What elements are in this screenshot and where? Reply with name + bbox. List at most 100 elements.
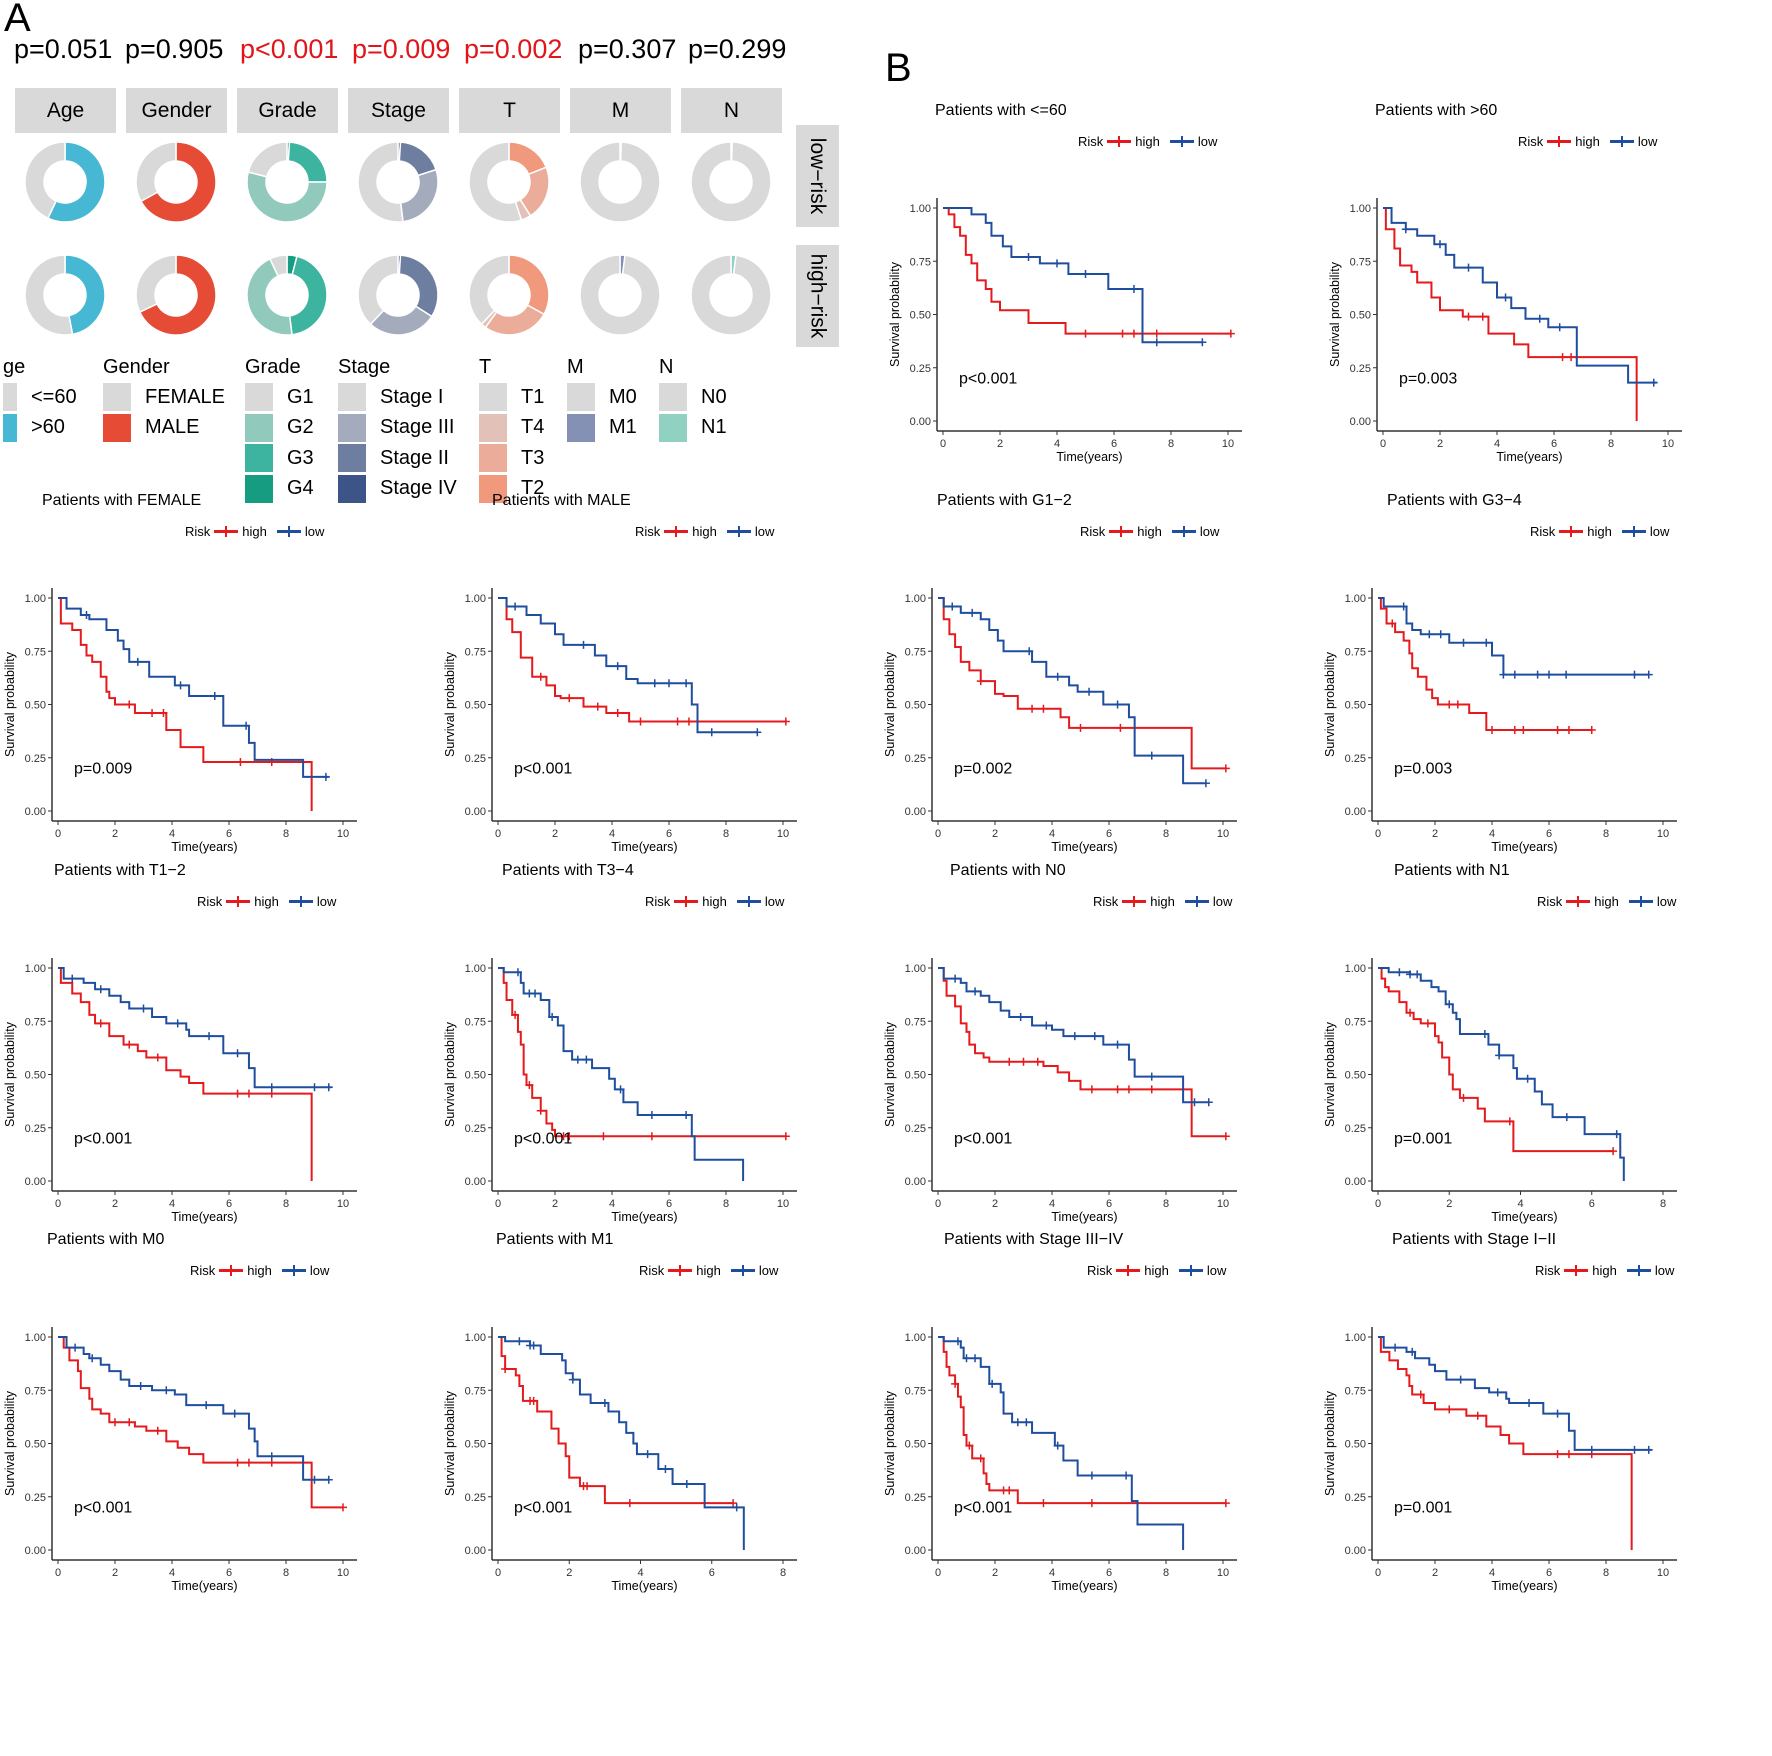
censor-mark-high <box>1118 329 1127 338</box>
censor-mark-low <box>1464 263 1473 272</box>
censor-mark-low <box>1053 259 1061 268</box>
km-curve-high <box>1378 967 1614 1153</box>
y-axis-label: Survival probability <box>1323 651 1337 757</box>
legend-label: G4 <box>287 477 314 500</box>
censor-mark-high <box>236 758 245 767</box>
km-plot-svg: 0.00 0.25 0.50 0.75 1.00 0 2 4 6 8 10 Time(years) Su… <box>3 958 357 1224</box>
censor-mark-low <box>210 691 219 700</box>
censor-mark-high <box>1459 1093 1468 1102</box>
censor-mark-low <box>68 974 77 983</box>
y-tick-label: 0.75 <box>465 646 486 658</box>
censor-mark-low <box>1562 1113 1571 1122</box>
censor-mark-low <box>1198 338 1207 347</box>
km-pvalue: p<0.001 <box>954 1130 1012 1147</box>
y-tick-label: 0.75 <box>905 1385 926 1397</box>
censor-mark-high <box>613 709 622 718</box>
legend-item: FEMALE <box>103 382 225 413</box>
y-axis-label: Survival probability <box>3 1021 17 1127</box>
y-axis-label: Survival probability <box>888 261 902 367</box>
censor-mark-low <box>1456 1375 1465 1384</box>
censor-mark-low <box>1535 314 1544 323</box>
legend-item: MALE <box>103 413 225 444</box>
donut-slice <box>690 254 772 336</box>
legend-age: ge <=60 >60 <box>3 356 77 443</box>
censor-mark-low <box>953 1337 962 1346</box>
column-strip-age: Age <box>15 88 116 133</box>
km-legend-low-swatch <box>276 526 301 537</box>
censor-mark-high <box>1416 1390 1425 1399</box>
censor-mark-low <box>529 1341 538 1350</box>
legend-label: T2 <box>521 477 545 500</box>
censor-mark-low <box>511 602 520 611</box>
legend-item: T2 <box>479 474 544 505</box>
km-pvalue: p=0.002 <box>954 760 1012 777</box>
legend-gender: Gender FEMALE MALE <box>103 356 225 443</box>
censor-mark-high <box>1116 723 1125 732</box>
y-tick-label: 0.50 <box>465 700 486 712</box>
censor-mark-low <box>682 1479 691 1488</box>
km-legend-title: Risk <box>645 894 671 909</box>
censor-mark-high <box>233 1089 242 1098</box>
y-tick-label: 0.75 <box>25 646 46 658</box>
y-tick-label: 0.75 <box>465 1016 486 1028</box>
km-legend-low-label: low <box>1649 524 1670 539</box>
legend-item: M1 <box>567 413 637 444</box>
censor-mark-high <box>159 709 168 718</box>
y-tick-label: 1.00 <box>1345 963 1366 975</box>
y-axis-label: Survival probability <box>3 651 17 757</box>
km-plot-title: Patients with N1 <box>1394 862 1510 879</box>
y-tick-label: 0.50 <box>910 310 931 322</box>
y-tick-label: 0.75 <box>1350 256 1371 268</box>
censor-mark-low <box>1480 1030 1489 1039</box>
x-tick-label: 2 <box>992 828 998 840</box>
y-tick-label: 0.50 <box>1350 310 1371 322</box>
km-pvalue: p<0.001 <box>514 1499 572 1516</box>
legend-label: Stage IV <box>380 477 457 500</box>
x-tick-label: 10 <box>1217 828 1229 840</box>
y-tick-label: 1.00 <box>905 593 926 605</box>
censor-mark-low <box>682 1110 691 1119</box>
censor-mark-low <box>1644 670 1653 679</box>
y-tick-label: 0.75 <box>1345 1385 1366 1397</box>
censor-mark-low <box>513 968 522 977</box>
donut-slice <box>287 141 328 183</box>
legend-title: Stage <box>338 356 391 378</box>
censor-mark-low <box>1204 1098 1213 1107</box>
censor-mark-low <box>616 1085 625 1094</box>
censor-mark-low <box>1395 968 1404 977</box>
row-strip-label: low−risk <box>806 137 830 215</box>
km-legend-title: Risk <box>1518 134 1544 149</box>
y-tick-label: 1.00 <box>1345 1332 1366 1344</box>
x-tick-label: 0 <box>495 1198 501 1210</box>
legend-swatch <box>245 383 273 412</box>
censor-mark-low <box>233 1049 242 1058</box>
censor-mark-low <box>1129 284 1138 293</box>
x-tick-label: 2 <box>1432 1567 1438 1579</box>
km-legend-high-swatch <box>1122 896 1147 907</box>
km-plot: Patients with N1 Risk high low 0.00 0.25 0.50 0… <box>1320 856 1760 1228</box>
censor-mark-low <box>88 1354 97 1363</box>
censor-mark-low <box>1152 338 1161 347</box>
x-tick-label: 2 <box>552 1198 558 1210</box>
pvalue-t: p=0.002 <box>464 34 563 64</box>
censor-mark-high <box>636 717 645 726</box>
legend-swatch <box>338 383 366 412</box>
censor-mark-low <box>1022 1418 1031 1427</box>
donut-stage-low-risk <box>357 141 439 223</box>
y-tick-label: 0.25 <box>25 1492 46 1504</box>
censor-mark-high <box>599 1132 608 1141</box>
censor-mark-low <box>1042 1021 1051 1030</box>
x-axis-label: Time(years) <box>171 840 237 854</box>
censor-mark-low <box>1555 323 1564 332</box>
km-plot-title: Patients with <=60 <box>935 102 1067 119</box>
censor-mark-low <box>1587 1445 1596 1454</box>
km-plot-title: Patients with T3−4 <box>502 862 634 879</box>
km-plot-title: Patients with G1−2 <box>937 492 1072 509</box>
km-curve-low <box>58 597 329 778</box>
x-tick-label: 2 <box>566 1567 572 1579</box>
x-tick-label: 4 <box>609 1198 615 1210</box>
y-tick-label: 0.00 <box>25 1545 46 1557</box>
km-legend-high-label: high <box>247 1263 272 1278</box>
censor-mark-high <box>1388 619 1397 628</box>
donut-slice <box>135 141 177 203</box>
